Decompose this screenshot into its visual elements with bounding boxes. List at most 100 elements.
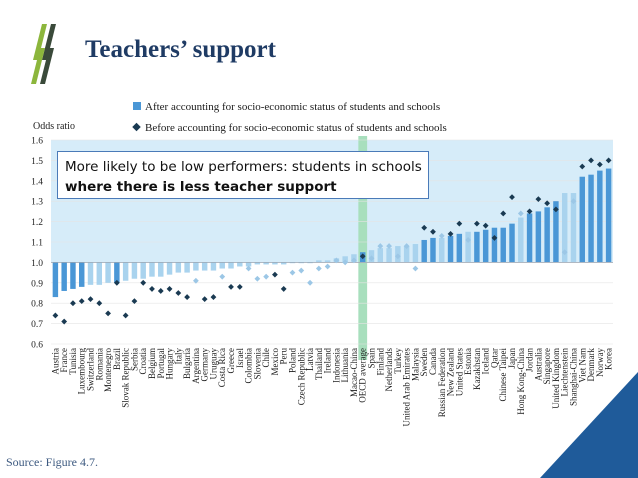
marker — [140, 279, 147, 286]
callout-line-1: More likely to be low performers: studen… — [65, 159, 422, 175]
marker — [272, 271, 278, 278]
marker — [368, 255, 375, 262]
bar — [149, 262, 155, 277]
x-tick-label: Australia — [533, 348, 543, 381]
x-tick-label: Qatar — [489, 348, 499, 368]
marker — [236, 283, 243, 290]
y-tick-label: 0.8 — [31, 300, 43, 310]
x-tick-label: Singapore — [542, 348, 552, 385]
bar — [96, 262, 103, 285]
marker — [157, 288, 164, 294]
x-tick-label: Shanghai-China — [568, 348, 578, 406]
x-tick-label: Russian Federation — [437, 348, 447, 418]
marker — [192, 277, 199, 284]
marker — [386, 243, 392, 249]
x-tick-label: Finland — [375, 348, 385, 376]
marker — [517, 210, 524, 217]
x-tick-label: France — [59, 348, 69, 373]
bar — [272, 262, 278, 265]
x-tick-label: Sweden — [419, 348, 429, 377]
bar — [158, 262, 164, 277]
x-tick-label: Kazakhstan — [472, 348, 482, 390]
marker — [482, 222, 489, 229]
bar — [588, 174, 594, 263]
marker — [175, 290, 182, 296]
bar — [482, 229, 489, 263]
y-tick-label: 1.2 — [31, 218, 43, 228]
x-tick-label: Israel — [235, 348, 245, 368]
bar — [193, 262, 199, 271]
marker — [298, 267, 305, 274]
x-tick-labels: AustriaFranceTunisiaLuxembourgSwitzerlan… — [50, 348, 613, 427]
marker-series — [52, 157, 612, 325]
marker — [219, 273, 226, 280]
x-tick-label: Jordan — [525, 348, 535, 372]
marker — [456, 220, 463, 227]
marker — [412, 265, 419, 272]
x-tick-label: Switzerland — [86, 348, 96, 391]
x-tick-label: Germany — [200, 348, 210, 382]
x-tick-label: Romania — [94, 348, 104, 381]
marker — [96, 300, 103, 307]
marker — [438, 232, 445, 239]
bar — [535, 211, 542, 263]
bar — [166, 262, 173, 275]
x-tick-label: Macao-China — [349, 348, 359, 397]
x-tick-label: United Arab Emirates — [402, 348, 412, 427]
x-tick-label: OECD average — [358, 348, 368, 403]
bar — [280, 262, 287, 265]
x-tick-label: Argentina — [191, 348, 201, 384]
x-tick-label: Uruguay — [208, 348, 218, 380]
marker — [359, 253, 366, 260]
bar — [605, 168, 612, 263]
marker — [149, 286, 155, 292]
bar — [219, 262, 225, 269]
legend: After accounting for socio-economic stat… — [132, 101, 447, 134]
marker — [122, 312, 129, 319]
x-tick-label: Canada — [428, 348, 438, 375]
bar — [377, 248, 384, 263]
bar — [403, 246, 410, 263]
x-tick-label: Turkey — [393, 348, 403, 374]
x-tick-label: Hong Kong-China — [516, 348, 526, 415]
logo-stroke-1 — [33, 24, 47, 60]
marker — [210, 294, 217, 300]
y-tick-labels: 0.6 0.7 0.8 0.9 1.0 1.1 1.2 1.3 1.4 1.5 1.6 — [31, 137, 43, 351]
marker — [87, 296, 94, 303]
x-tick-label: Estonia — [463, 348, 473, 375]
marker — [61, 318, 68, 325]
marker — [561, 249, 568, 256]
bar — [79, 262, 85, 287]
x-tick-label: Netherlands — [384, 348, 394, 392]
callout-box: More likely to be low performers: studen… — [57, 151, 429, 199]
bar — [386, 248, 392, 263]
x-tick-label: Chile — [261, 348, 271, 368]
marker — [324, 263, 331, 270]
bar — [122, 262, 129, 281]
x-tick-label: Montenegro — [103, 348, 113, 392]
bar — [210, 262, 217, 271]
marker — [491, 235, 498, 241]
x-tick-label: Greece — [226, 348, 236, 373]
x-tick-label: Austria — [50, 348, 60, 375]
marker — [465, 237, 472, 243]
marker — [430, 228, 436, 235]
marker — [201, 296, 208, 303]
bar — [447, 235, 454, 263]
x-tick-label: Thailand — [314, 348, 324, 380]
bar — [245, 262, 252, 267]
bar — [412, 244, 419, 263]
y-tick-label: 1.5 — [31, 157, 43, 167]
x-tick-label: Tunisia — [68, 348, 78, 375]
x-tick-label: Italy — [173, 348, 183, 365]
marker — [113, 279, 120, 286]
x-tick-label: Latvia — [305, 348, 315, 371]
x-tick-label: Costa Rica — [217, 348, 227, 387]
bar — [61, 262, 67, 291]
bar — [140, 262, 146, 279]
marker — [289, 269, 296, 276]
x-tick-label: United States — [454, 348, 464, 397]
marker — [245, 265, 252, 272]
bar — [430, 237, 436, 263]
